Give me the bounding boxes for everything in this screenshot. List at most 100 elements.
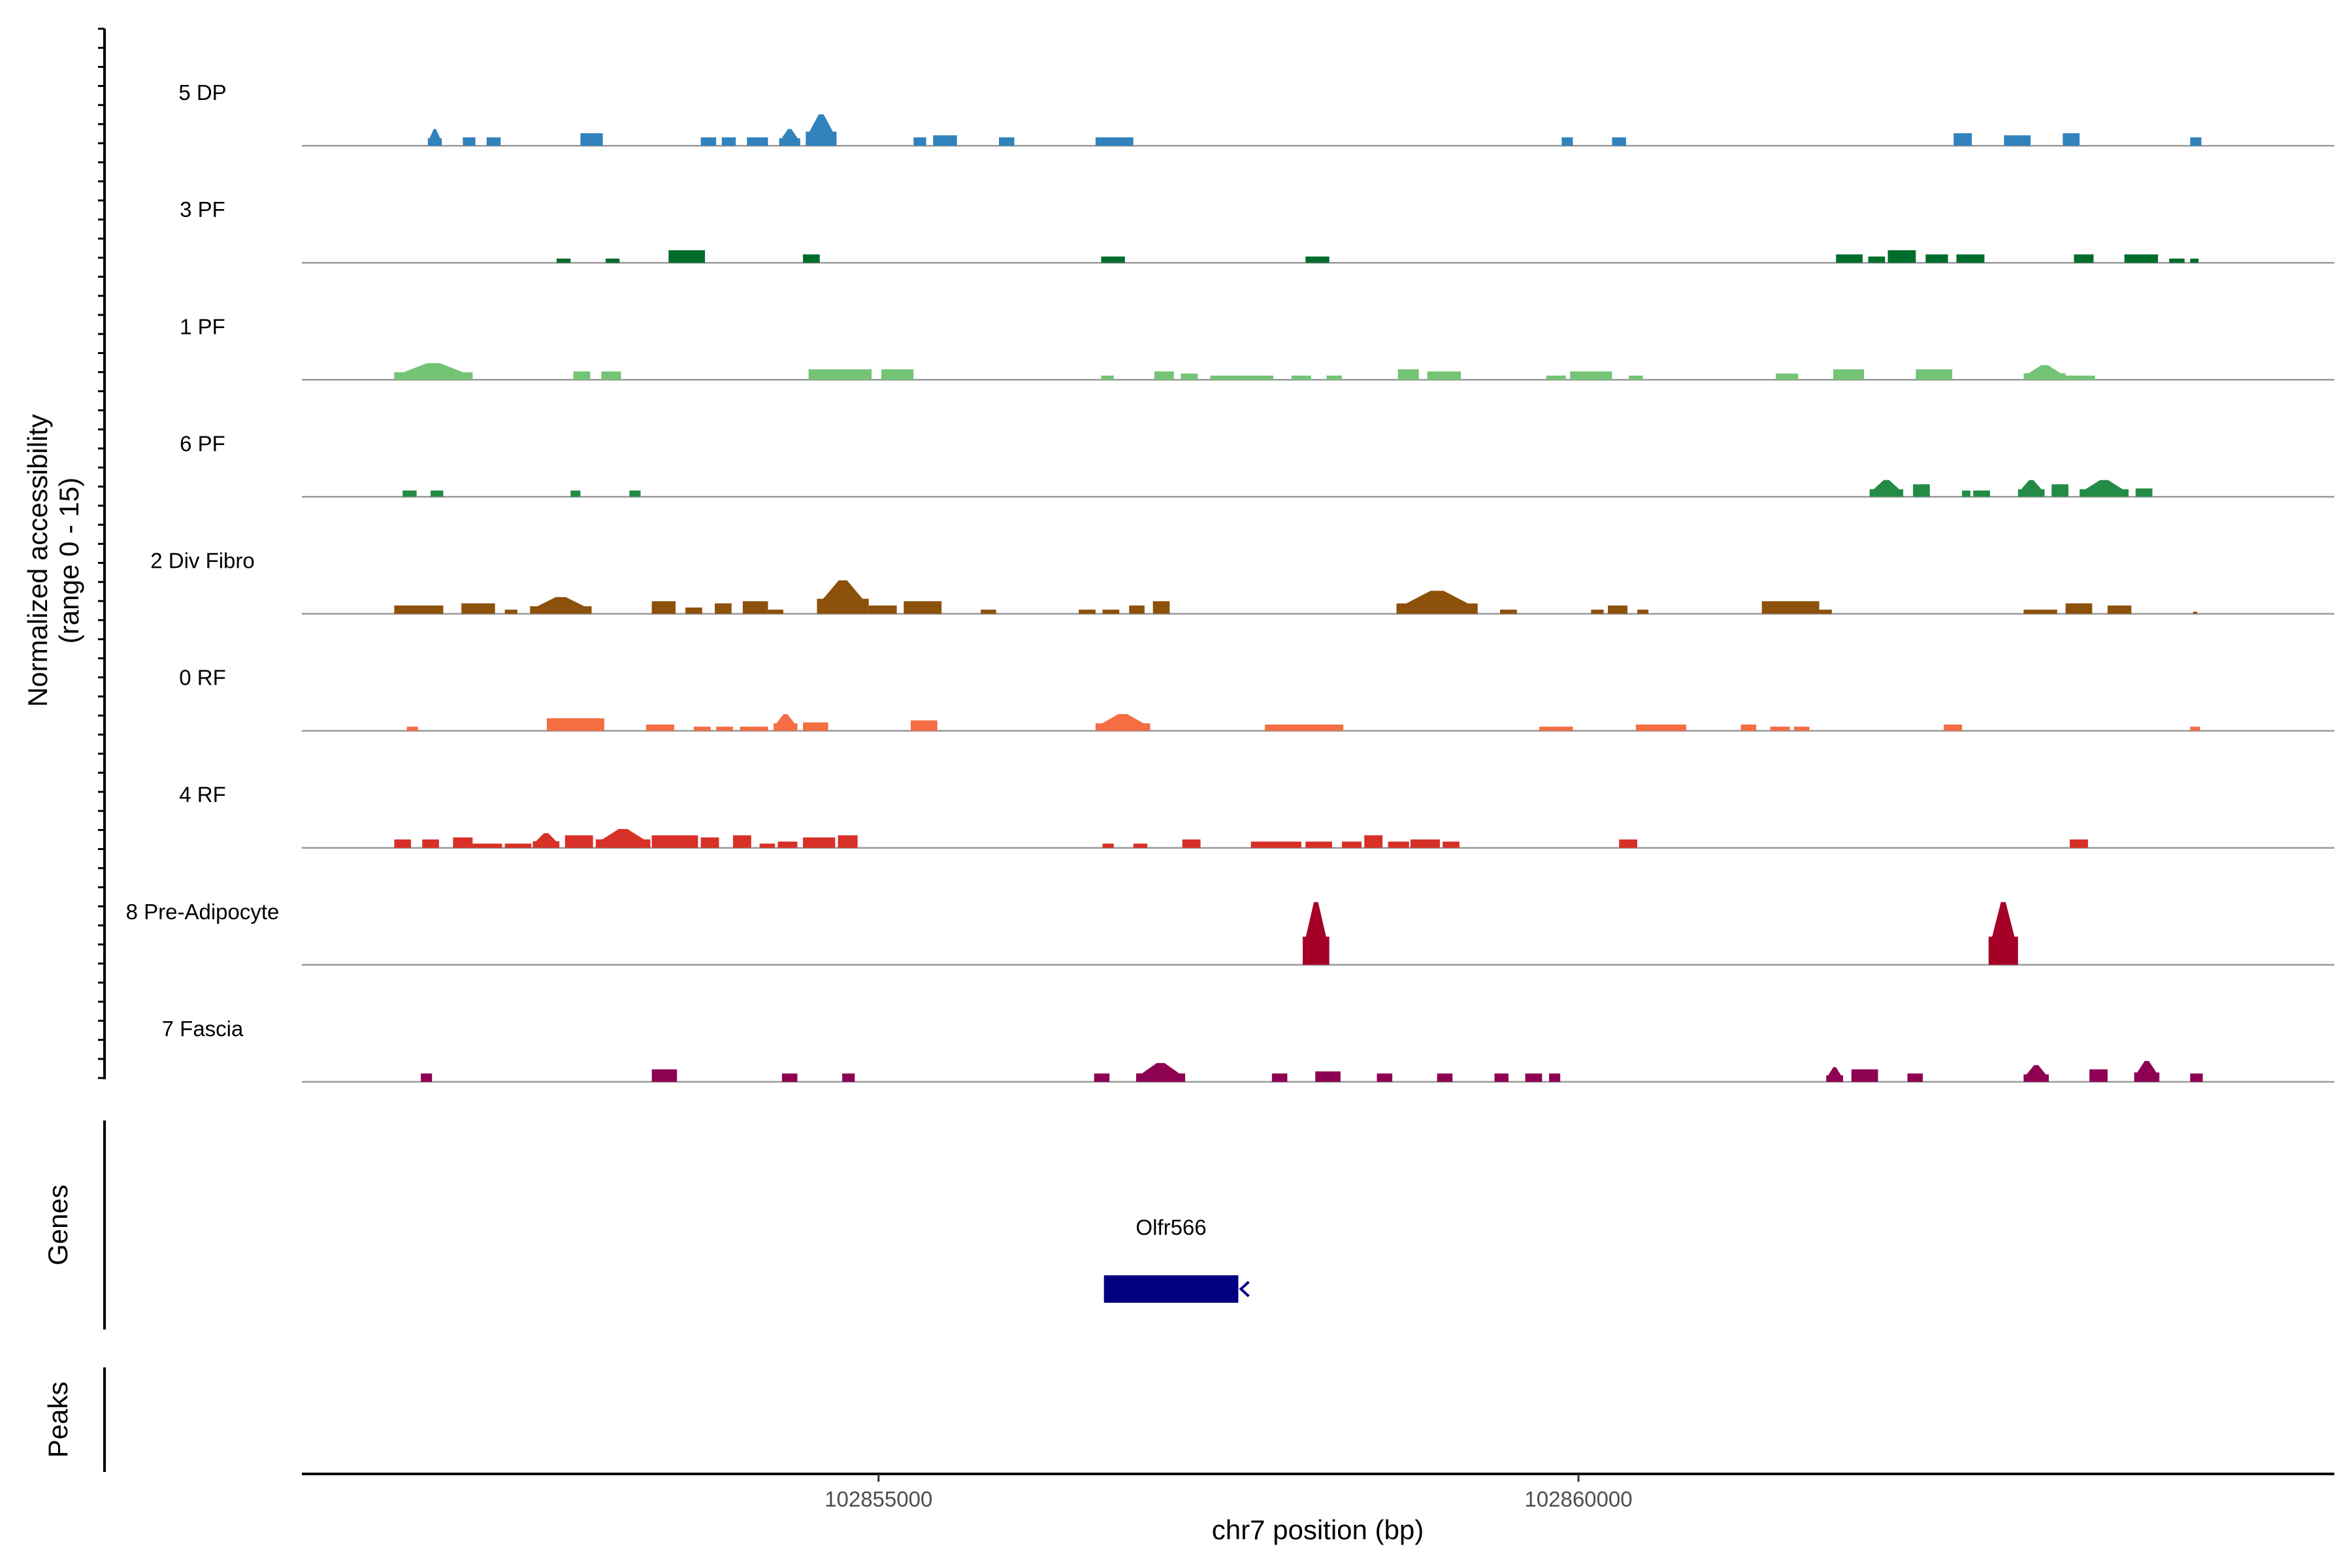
coverage-peak (1494, 1073, 1509, 1082)
coverage-peak (472, 843, 502, 848)
track-label: 1 PF (180, 314, 225, 338)
track-label: 8 Pre-Adipocyte (126, 900, 280, 924)
coverage-peak (817, 580, 869, 614)
coverage-peak (1549, 1073, 1561, 1082)
track-label: 5 DP (178, 80, 226, 105)
coverage-peak (1341, 841, 1362, 848)
coverage-peak (1973, 490, 1990, 497)
y-axis-range: (range 0 - 15) (54, 478, 84, 644)
coverage-peak (868, 605, 897, 614)
coverage-peak (998, 137, 1015, 146)
x-tick-label: 102855000 (825, 1487, 932, 1511)
coverage-peak (646, 725, 674, 731)
coverage-peak (486, 137, 501, 146)
coverage-peak (1629, 375, 1643, 380)
coverage-peak (1377, 1073, 1393, 1082)
coverage-peak (461, 603, 495, 614)
coverage-peak (1364, 835, 1383, 848)
coverage-peak (2023, 365, 2066, 380)
coverage-peak (2193, 612, 2198, 614)
coverage-peak (651, 1069, 678, 1082)
coverage-peak (716, 727, 733, 731)
coverage-peak (1953, 133, 1972, 146)
coverage-peak (1539, 727, 1573, 731)
coverage-peak (570, 490, 581, 497)
coverage-peak (1101, 375, 1114, 380)
coverage-peak (768, 610, 784, 614)
coverage-peak (1101, 256, 1125, 263)
coverage-peak (747, 137, 768, 146)
coverage-peak (740, 727, 768, 731)
coverage-peak (651, 835, 698, 848)
coverage-peak (1182, 839, 1201, 848)
coverage-peak (1956, 254, 1985, 263)
coverage-peak (2169, 258, 2185, 263)
x-axis-ticks: 102855000 102860000 (825, 1474, 1633, 1511)
coverage-peak (1396, 591, 1478, 614)
coverage-peak (1427, 371, 1462, 380)
track-label: 0 RF (179, 666, 226, 690)
coverage-peak (2124, 254, 2159, 263)
coverage-peak (1079, 610, 1096, 614)
coverage-peak (394, 605, 444, 614)
coverage-peak (668, 250, 706, 263)
gene-label: Olfr566 (1135, 1215, 1206, 1239)
coverage-peak (1826, 1067, 1843, 1082)
coverage-peak (1740, 725, 1757, 731)
coverage-peak (1525, 1073, 1543, 1082)
coverage-peak (394, 839, 412, 848)
coverage-peak (546, 718, 604, 731)
coverage-peak (781, 1073, 798, 1082)
coverage-peak (1635, 725, 1686, 731)
coverage-peak (933, 135, 957, 146)
track-0-rf: 0 RF (179, 666, 2334, 732)
coverage-peak (838, 835, 858, 848)
coverage-tracks: 5 DP 3 PF 1 PF 6 PF 2 Div Fibro 0 RF 4 RF 8 Pre… (126, 80, 2334, 1083)
coverage-peak (530, 596, 592, 614)
coverage-peak (1135, 1063, 1185, 1082)
coverage-peak (2107, 605, 2132, 614)
track-7-fascia: 7 Fascia (162, 1017, 2334, 1083)
coverage-peak (806, 114, 837, 146)
track-2-div-fibro: 2 Div Fibro (150, 549, 2334, 615)
track-8-pre-adipocyte: 8 Pre-Adipocyte (126, 900, 2334, 966)
coverage-peak (463, 137, 476, 146)
coverage-peak (981, 610, 996, 614)
coverage-peak (1302, 902, 1330, 965)
coverage-peak (1925, 254, 1948, 263)
x-axis-title: chr7 position (bp) (1212, 1514, 1424, 1545)
track-label: 6 PF (180, 431, 225, 455)
coverage-peak (1570, 371, 1612, 380)
coverage-peak (1118, 137, 1134, 146)
coverage-peak (453, 837, 473, 848)
track-6-pf: 6 PF (180, 431, 2334, 498)
coverage-peak (2065, 375, 2095, 380)
coverage-peak (803, 722, 828, 731)
coverage-peak (1913, 484, 1930, 497)
coverage-peak (595, 828, 651, 848)
coverage-peak (774, 714, 798, 731)
coverage-peak (1095, 714, 1151, 731)
coverage-peak (808, 369, 872, 380)
coverage-peak (1608, 605, 1628, 614)
gene-track: Olfr566 (1103, 1215, 1250, 1303)
coverage-peak (2017, 480, 2045, 497)
coverage-peak (402, 490, 417, 497)
coverage-peak (759, 843, 776, 848)
coverage-peak (2051, 484, 2068, 497)
coverage-peak (685, 607, 702, 614)
coverage-peak (1154, 371, 1174, 380)
coverage-peak (1326, 375, 1342, 380)
coverage-peak (2190, 258, 2199, 263)
coverage-peak (421, 1073, 433, 1082)
coverage-peak (732, 835, 751, 848)
genes-panel-label: Genes (42, 1184, 73, 1266)
coverage-peak (394, 363, 473, 380)
coverage-peak (803, 254, 820, 263)
coverage-peak (1836, 254, 1863, 263)
coverage-peak (1181, 373, 1198, 380)
coverage-peak (1271, 1073, 1288, 1082)
coverage-peak (1591, 610, 1604, 614)
coverage-peak (1851, 1069, 1878, 1082)
coverage-peak (1944, 725, 1963, 731)
